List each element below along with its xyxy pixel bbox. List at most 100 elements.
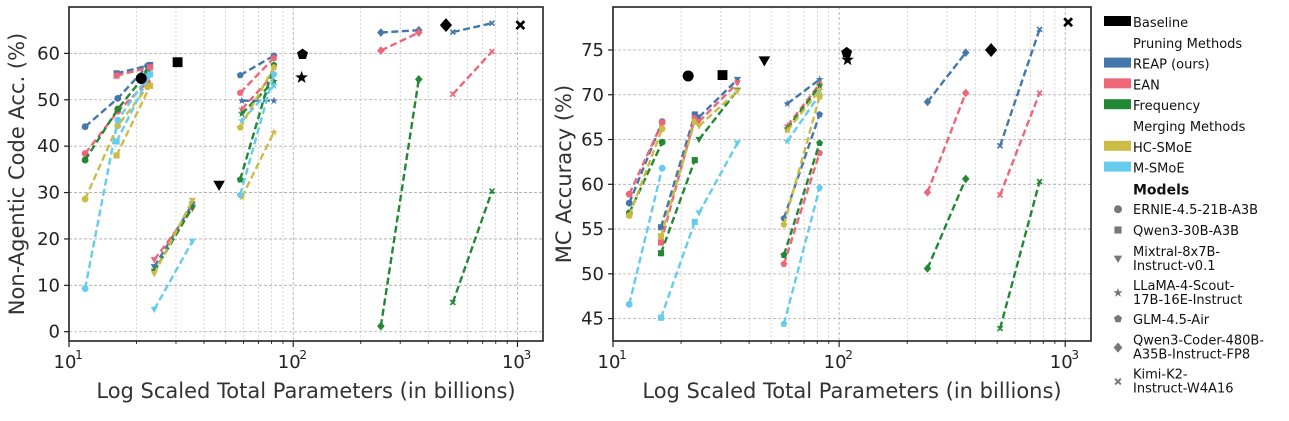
data-point xyxy=(270,63,278,71)
series-line xyxy=(659,114,696,228)
series-ean-star xyxy=(783,79,824,130)
series-ean-square xyxy=(113,64,154,79)
data-point xyxy=(270,70,278,78)
data-point xyxy=(733,140,742,147)
series-ean-diamond xyxy=(377,28,423,55)
plot-area xyxy=(81,18,526,331)
legend-label-ms: M-SMoE xyxy=(1133,162,1185,177)
data-point xyxy=(113,152,120,159)
data-point xyxy=(997,191,1004,199)
y-tick-label: 0 xyxy=(49,322,60,343)
data-point xyxy=(150,306,158,314)
data-point xyxy=(780,220,788,228)
data-point xyxy=(658,164,666,172)
data-point xyxy=(733,80,742,87)
data-point xyxy=(377,321,385,331)
data-point xyxy=(625,199,633,207)
series-line xyxy=(782,142,821,256)
data-point xyxy=(414,28,423,37)
baseline-point xyxy=(135,72,147,84)
data-point xyxy=(923,264,932,273)
legend-marker-x xyxy=(1114,378,1122,386)
baseline-point xyxy=(758,56,771,67)
series-ean-pentagon xyxy=(780,149,824,267)
legend-label-model: 17B-16E-Instruct xyxy=(1133,293,1242,308)
series-line xyxy=(698,90,739,127)
data-point xyxy=(488,188,496,195)
data-point xyxy=(236,71,244,79)
data-point xyxy=(961,174,970,184)
series-line xyxy=(153,199,194,275)
data-point xyxy=(270,54,278,61)
data-point xyxy=(150,257,158,264)
data-point xyxy=(113,72,120,79)
series-line xyxy=(239,57,275,94)
data-point xyxy=(997,142,1004,149)
x-tick-exponent: 3 xyxy=(524,348,532,362)
legend-swatch-freq xyxy=(1104,99,1131,110)
series-line xyxy=(628,167,664,305)
series-ms-square xyxy=(657,218,698,321)
x-tick-label: 10 xyxy=(54,352,77,373)
legend-swatch-ms xyxy=(1104,161,1131,172)
data-point xyxy=(1036,89,1043,97)
y-tick-label: 60 xyxy=(37,43,60,64)
series-line xyxy=(659,221,696,319)
series-line xyxy=(786,94,821,143)
series-hcs-circle xyxy=(625,125,666,220)
x-tick-label: 10 xyxy=(502,352,525,373)
legend-label-model: LLaMA-4-Scout- xyxy=(1133,279,1235,294)
plot-area xyxy=(625,17,1074,332)
x-tick-exponent: 3 xyxy=(1071,348,1079,362)
x-axis-title: Log Scaled Total Parameters (in billions… xyxy=(642,379,1061,403)
data-point xyxy=(997,325,1004,332)
legend-swatch-ean xyxy=(1104,78,1131,89)
baseline-point xyxy=(682,70,694,82)
x-tick-exponent: 2 xyxy=(299,348,307,362)
series-ean-circle xyxy=(625,119,666,198)
series-line xyxy=(84,71,149,161)
baseline-point xyxy=(841,53,854,66)
series-line xyxy=(115,85,152,156)
data-point xyxy=(961,48,970,57)
data-point xyxy=(780,320,788,327)
series-line xyxy=(698,82,739,123)
data-point xyxy=(691,157,698,164)
data-point xyxy=(237,104,246,113)
series-line xyxy=(628,121,664,204)
data-point xyxy=(269,96,278,105)
series-hcs-square xyxy=(113,82,154,159)
data-point xyxy=(1036,26,1043,33)
data-point xyxy=(147,82,154,89)
series-line xyxy=(116,66,151,77)
x-tick-exponent: 1 xyxy=(619,348,627,362)
data-point xyxy=(695,136,703,144)
baseline-point xyxy=(213,180,225,191)
data-point xyxy=(236,175,244,183)
legend-label-model: A35B-Instruct-FP8 xyxy=(1133,348,1250,363)
series-ms-star xyxy=(237,81,278,124)
series-line xyxy=(628,122,664,195)
legend-label-model: GLM-4.5-Air xyxy=(1133,313,1210,328)
series-reap-star xyxy=(783,75,824,108)
series-line xyxy=(115,73,152,143)
grid xyxy=(612,7,1091,341)
data-point xyxy=(815,81,824,90)
legend-header-merging: Merging Methods xyxy=(1133,120,1246,135)
series-line xyxy=(116,63,151,75)
legend-marker-square xyxy=(1114,226,1122,234)
series-line xyxy=(239,64,276,180)
series-line xyxy=(782,96,821,225)
y-tick-label: 75 xyxy=(581,40,604,61)
series-line xyxy=(998,29,1041,147)
y-tick-label: 50 xyxy=(581,264,604,285)
series-line xyxy=(240,73,275,110)
data-point xyxy=(150,271,158,278)
y-axis-title: Non-Agentic Code Acc. (%) xyxy=(5,33,29,315)
data-point xyxy=(816,92,824,100)
data-point xyxy=(269,128,278,136)
data-point xyxy=(147,71,154,78)
data-point xyxy=(237,116,246,124)
